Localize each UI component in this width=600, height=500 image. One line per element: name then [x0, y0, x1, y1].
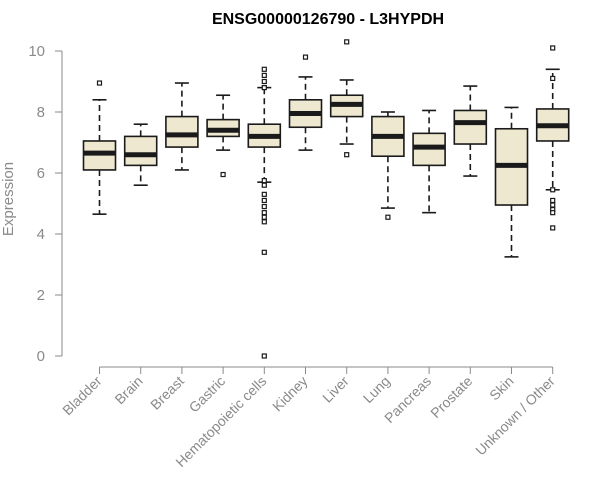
outlier-point: [261, 353, 267, 359]
outlier-point: [261, 214, 267, 220]
outlier-point: [550, 225, 556, 231]
box-brain: [123, 123, 158, 186]
boxes: [82, 39, 570, 359]
outlier-point: [344, 39, 350, 45]
box-lung: [371, 111, 405, 220]
box-pancreas: [412, 109, 446, 214]
outlier-point: [550, 202, 556, 208]
outlier-point: [261, 178, 267, 184]
outlier-point: [550, 197, 556, 204]
x-tick-label: Kidney: [269, 373, 311, 415]
iqr-box: [165, 115, 199, 148]
box-kidney: [288, 54, 323, 151]
outlier-point: [550, 45, 556, 51]
y-axis-label: Expression: [0, 162, 17, 236]
outlier-point: [385, 214, 391, 220]
x-tick-label: Skin: [486, 373, 517, 404]
outlier-point: [261, 219, 267, 225]
iqr-box: [123, 135, 158, 167]
box-skin: [494, 106, 529, 258]
y-tick-label: 4: [37, 226, 45, 243]
axes: 0 2 4 6 8 10: [28, 43, 554, 374]
outlier-point: [220, 171, 226, 178]
box-hematopoietic-cells: [247, 66, 282, 359]
outlier-point: [550, 187, 556, 193]
box-prostate: [453, 85, 488, 177]
outlier-point: [550, 75, 556, 82]
outlier-point: [96, 80, 103, 86]
outlier-point: [550, 210, 556, 216]
x-tick-label: Prostate: [427, 373, 475, 421]
box-gastric: [206, 94, 240, 178]
chart-title: ENSG00000126790 - L3HYPDH: [212, 11, 444, 28]
outlier-point: [261, 197, 267, 204]
y-tick-label: 2: [37, 287, 45, 304]
y-tick-label: 0: [37, 348, 45, 365]
x-tick-label: Brain: [111, 373, 145, 407]
iqr-box: [453, 109, 488, 145]
outlier-point: [261, 78, 267, 85]
x-tick-label: Liver: [319, 373, 352, 406]
y-tick-label: 8: [37, 104, 45, 121]
outlier-point: [261, 72, 267, 79]
outlier-point: [261, 249, 267, 255]
x-tick-label: Bladder: [59, 373, 105, 419]
x-tick-label: Lung: [360, 373, 393, 406]
box-unknown-other: [535, 45, 570, 231]
y-tick-label: 10: [28, 43, 45, 60]
outlier-point: [261, 210, 267, 216]
box-bladder: [82, 80, 117, 215]
outlier-point: [344, 152, 350, 158]
y-tick-label: 6: [37, 165, 45, 182]
outlier-point: [261, 191, 267, 197]
box-liver: [329, 39, 364, 158]
box-breast: [165, 82, 199, 171]
outlier-point: [302, 54, 309, 60]
outlier-point: [261, 66, 267, 72]
outlier-point: [261, 182, 267, 188]
outlier-point: [261, 203, 267, 210]
outlier-point: [261, 84, 267, 91]
x-tick-label: Breast: [147, 373, 187, 413]
